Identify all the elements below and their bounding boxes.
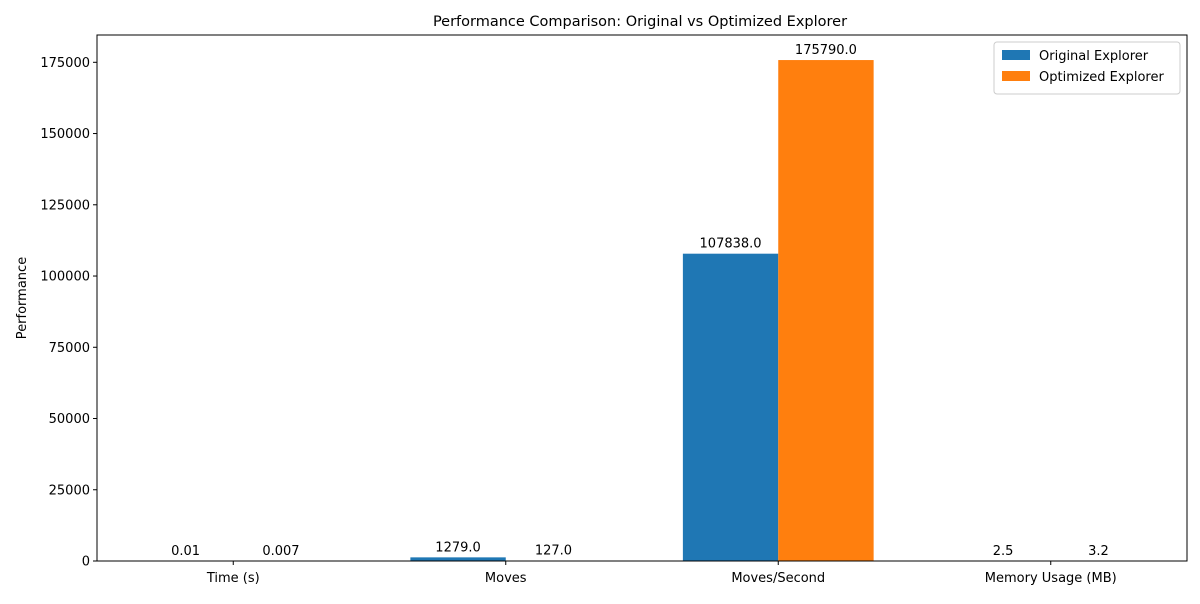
legend-label: Original Explorer — [1039, 49, 1149, 64]
bar-value-label: 127.0 — [535, 544, 572, 559]
bar-value-label: 1279.0 — [435, 540, 481, 555]
y-tick-label: 75000 — [49, 341, 90, 356]
plot-frame — [97, 35, 1187, 561]
bar — [410, 557, 505, 561]
bar-value-label: 0.007 — [262, 544, 299, 559]
chart-title: Performance Comparison: Original vs Opti… — [433, 14, 847, 30]
legend-swatch — [1002, 71, 1030, 81]
bar-value-label: 0.01 — [171, 544, 200, 559]
bar — [683, 254, 778, 561]
x-tick-label: Time (s) — [206, 571, 260, 586]
y-tick-label: 25000 — [49, 483, 90, 498]
bar — [778, 60, 873, 561]
y-tick-label: 125000 — [40, 198, 90, 213]
x-tick-label: Moves — [485, 571, 527, 586]
y-tick-label: 50000 — [49, 412, 90, 427]
y-axis-label: Performance — [15, 257, 30, 339]
bar-value-label: 3.2 — [1088, 544, 1109, 559]
legend-swatch — [1002, 50, 1030, 60]
plot-area: 0.01 1279.0 107838.0 2.5 0.007 127.0 175790.0 3… — [40, 35, 1187, 586]
bar-value-label: 175790.0 — [795, 43, 857, 58]
bar-value-label: 107838.0 — [700, 237, 762, 252]
y-tick-label: 0 — [82, 555, 90, 570]
x-tick-label: Moves/Second — [731, 571, 825, 586]
y-tick-label: 100000 — [40, 270, 90, 285]
legend: Original Explorer Optimized Explorer — [994, 42, 1180, 94]
bar-value-label: 2.5 — [993, 544, 1014, 559]
y-tick-label: 150000 — [40, 127, 90, 142]
y-tick-label: 175000 — [40, 56, 90, 71]
x-tick-label: Memory Usage (MB) — [985, 571, 1117, 586]
legend-label: Optimized Explorer — [1039, 70, 1164, 85]
